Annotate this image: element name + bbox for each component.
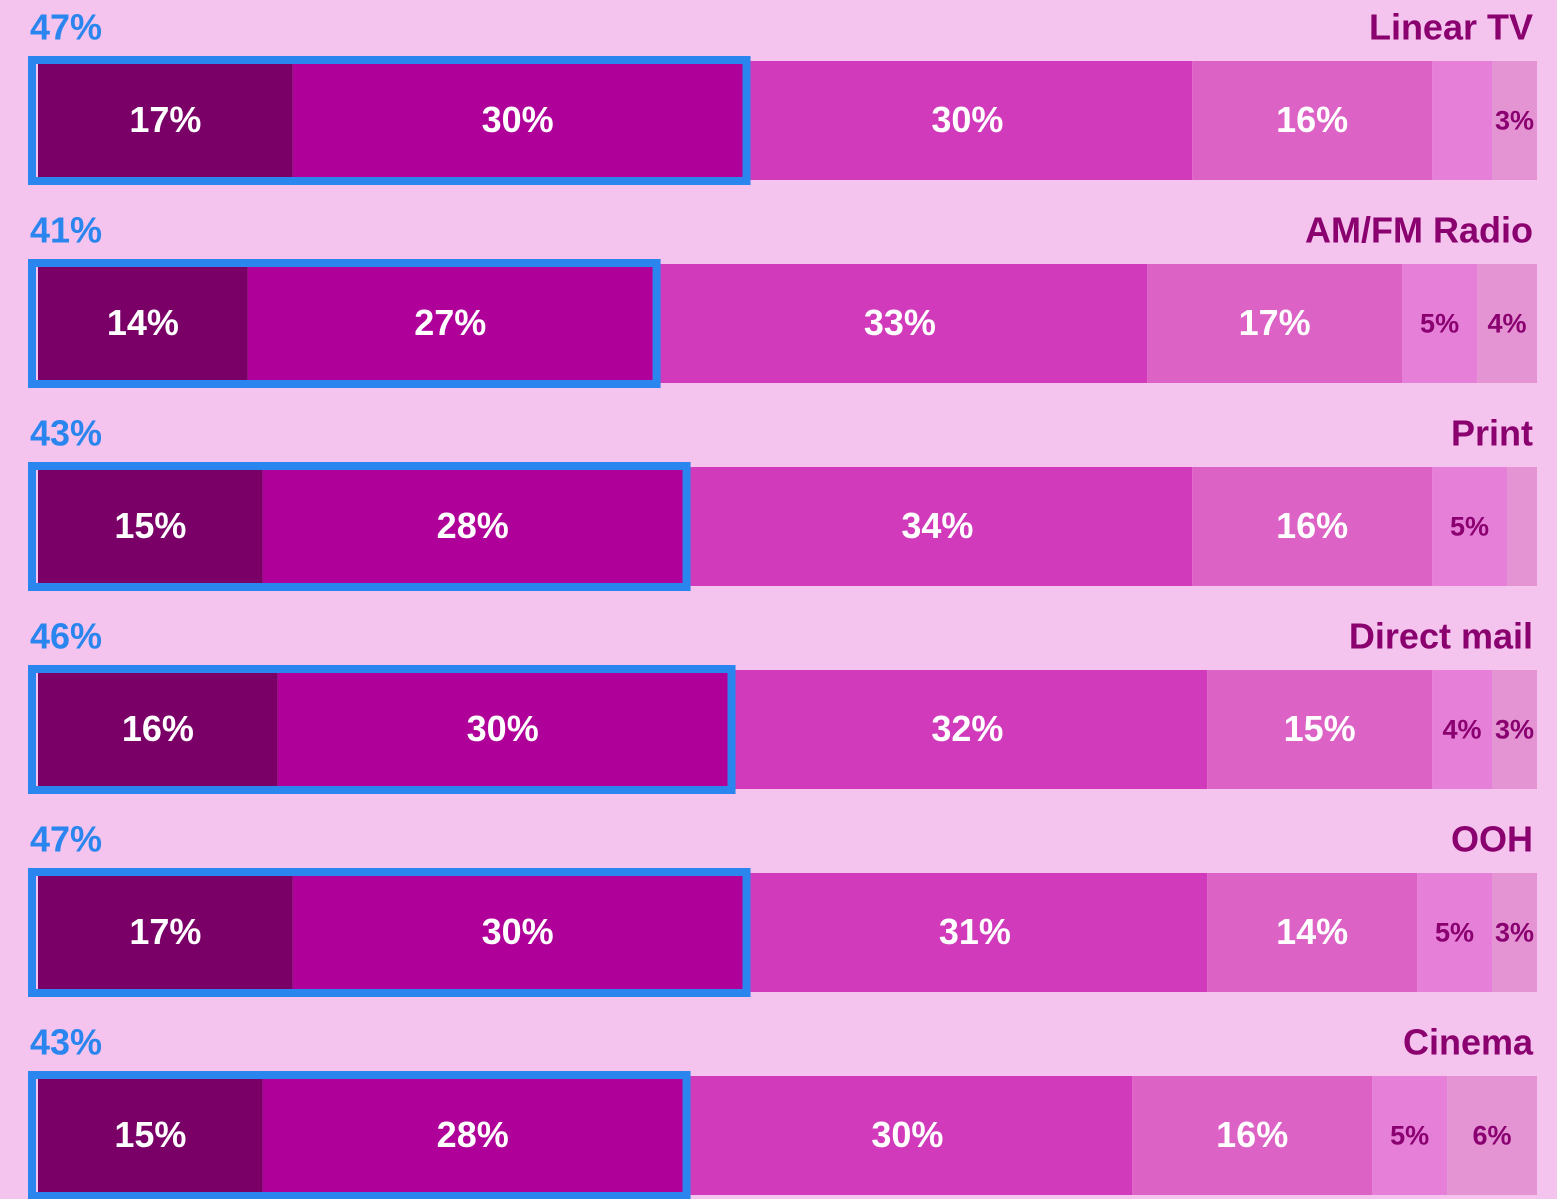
data-label: 5% [1420,309,1459,339]
highlight-label: 47% [30,819,102,860]
bar-segment [1192,467,1433,586]
bar-segment [1207,670,1433,789]
highlight-label: 41% [30,210,102,251]
data-label: 5% [1435,918,1474,948]
data-label: 17% [129,911,201,952]
data-label: 30% [482,911,554,952]
data-label: 6% [1473,1121,1512,1151]
bar-segment [682,1076,1133,1195]
bar-segment [1507,467,1537,586]
data-label: 33% [864,302,936,343]
bar-segment [38,1076,263,1195]
data-label: 16% [122,708,194,749]
data-label: 30% [871,1114,943,1155]
bar-segment [1147,264,1403,383]
bar-segment [727,670,1208,789]
data-label: 17% [129,99,201,140]
bar-segment [262,467,683,586]
bar-segment [38,873,293,992]
data-label: 16% [1216,1114,1288,1155]
highlight-box [28,56,751,185]
data-label: 16% [1276,99,1348,140]
category-label: Direct mail [1349,616,1533,657]
bar-segment [1402,264,1478,383]
category-label: OOH [1451,819,1533,860]
bar-segment [1432,467,1508,586]
data-label: 4% [1488,309,1527,339]
category-label: Linear TV [1369,7,1533,48]
bar-segment [38,670,278,789]
data-label: 5% [1390,1121,1429,1151]
bar-segment [1192,61,1433,180]
data-label: 3% [1495,715,1534,745]
highlight-label: 47% [30,7,102,48]
bar-segment [1417,873,1493,992]
highlight-label: 46% [30,616,102,657]
data-label: 14% [107,302,179,343]
bar-segment [1132,1076,1373,1195]
bar-segment [1432,670,1493,789]
data-label: 30% [467,708,539,749]
highlight-box [28,1071,691,1199]
data-label: 14% [1276,911,1348,952]
data-label: 16% [1276,505,1348,546]
bar-segment [1432,61,1493,180]
bar-segment [262,1076,683,1195]
bar-segment [1372,1076,1448,1195]
data-label: 31% [939,911,1011,952]
highlight-box [28,868,751,997]
category-label: Cinema [1403,1022,1534,1063]
bar-segment [38,61,293,180]
data-label: 15% [1284,708,1356,749]
data-label: 15% [114,505,186,546]
bar-segment [247,264,653,383]
data-label: 30% [482,99,554,140]
data-label: 5% [1450,512,1489,542]
data-label: 3% [1495,106,1534,136]
data-label: 32% [931,708,1003,749]
highlight-box [28,462,691,591]
data-label: 28% [437,1114,509,1155]
bar-segment [277,670,728,789]
bar-segment [742,873,1208,992]
data-label: 27% [414,302,486,343]
bar-segment [1477,264,1537,383]
highlight-box [28,259,661,388]
data-label: 34% [901,505,973,546]
bar-segment [1492,670,1537,789]
category-label: AM/FM Radio [1305,210,1533,251]
bar-segment [38,264,248,383]
data-label: 30% [931,99,1003,140]
highlight-label: 43% [30,1022,102,1063]
bar-segment [652,264,1148,383]
bar-segment [1492,61,1537,180]
category-label: Print [1451,413,1533,454]
bar-segment [292,873,743,992]
highlight-label: 43% [30,413,102,454]
highlight-box [28,665,736,794]
bar-segment [1207,873,1418,992]
bar-segment [1447,1076,1537,1195]
bar-segment [38,467,263,586]
bar-segment [742,61,1193,180]
data-label: 17% [1239,302,1311,343]
bar-segment [1492,873,1537,992]
data-label: 3% [1495,918,1534,948]
bar-segment [292,61,743,180]
data-label: 28% [437,505,509,546]
data-label: 4% [1443,715,1482,745]
bar-segment [682,467,1193,586]
data-label: 15% [114,1114,186,1155]
